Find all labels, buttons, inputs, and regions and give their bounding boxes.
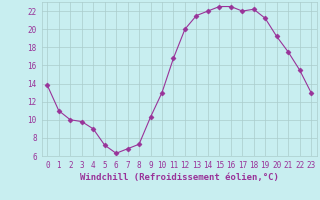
X-axis label: Windchill (Refroidissement éolien,°C): Windchill (Refroidissement éolien,°C)	[80, 173, 279, 182]
